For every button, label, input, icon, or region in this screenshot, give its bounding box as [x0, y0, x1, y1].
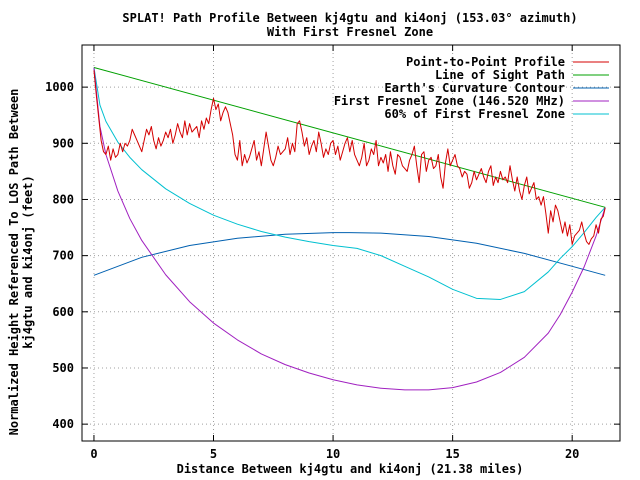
- y-axis-title: Normalized Height Referenced To LOS Path…: [7, 89, 21, 436]
- legend: Point-to-Point Profile Line of Sight Pat…: [334, 55, 609, 121]
- x-tick-label: 15: [445, 447, 459, 461]
- chart-title: SPLAT! Path Profile Between kj4gtu and k…: [122, 11, 577, 25]
- legend-label-fresnel-60: 60% of First Fresnel Zone: [384, 107, 565, 121]
- axis-ticks: 0 5 10 15 20 400 500 600 700 800 900 1000: [45, 45, 620, 461]
- profile-line: [93, 70, 606, 245]
- plot-series: [93, 66, 606, 391]
- plot-frame: [81, 44, 621, 442]
- y-tick-label: 600: [52, 305, 74, 319]
- x-tick-label: 20: [565, 447, 579, 461]
- x-tick-label: 10: [326, 447, 340, 461]
- x-tick-label: 5: [210, 447, 217, 461]
- legend-label-fresnel: First Fresnel Zone (146.520 MHz): [334, 94, 565, 108]
- legend-label-profile: Point-to-Point Profile: [406, 55, 565, 69]
- earth-curvature-line: [93, 232, 606, 276]
- legend-label-earth-curvature: Earth's Curvature Contour: [384, 81, 565, 95]
- grid: [82, 45, 620, 441]
- y-axis-title-line2: kj4gtu and ki4onj (feet): [21, 175, 35, 348]
- x-axis-title: Distance Between kj4gtu and ki4onj (21.3…: [177, 462, 524, 476]
- line-of-sight-line: [93, 66, 606, 208]
- legend-label-los: Line of Sight Path: [435, 68, 565, 82]
- y-tick-label: 800: [52, 192, 74, 206]
- y-tick-label: 400: [52, 417, 74, 431]
- fresnel-60-line: [93, 67, 606, 300]
- fresnel-zone-line: [93, 67, 606, 391]
- y-tick-label: 500: [52, 361, 74, 375]
- y-tick-label: 700: [52, 249, 74, 263]
- chart-subtitle: With First Fresnel Zone: [267, 25, 433, 39]
- x-tick-label: 0: [90, 447, 97, 461]
- y-tick-label: 1000: [45, 80, 74, 94]
- y-tick-label: 900: [52, 136, 74, 150]
